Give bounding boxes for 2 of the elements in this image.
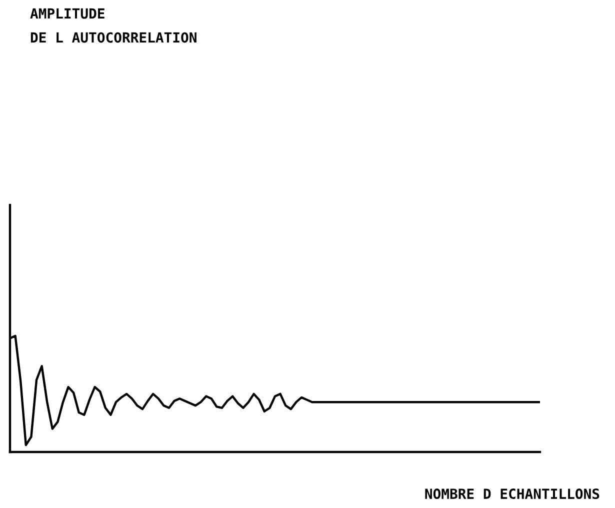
x-axis-title: NOMBRE D ECHANTILLONS xyxy=(425,488,600,500)
chart-title: AMPLITUDE DE L AUTOCORRELATION xyxy=(30,8,196,43)
